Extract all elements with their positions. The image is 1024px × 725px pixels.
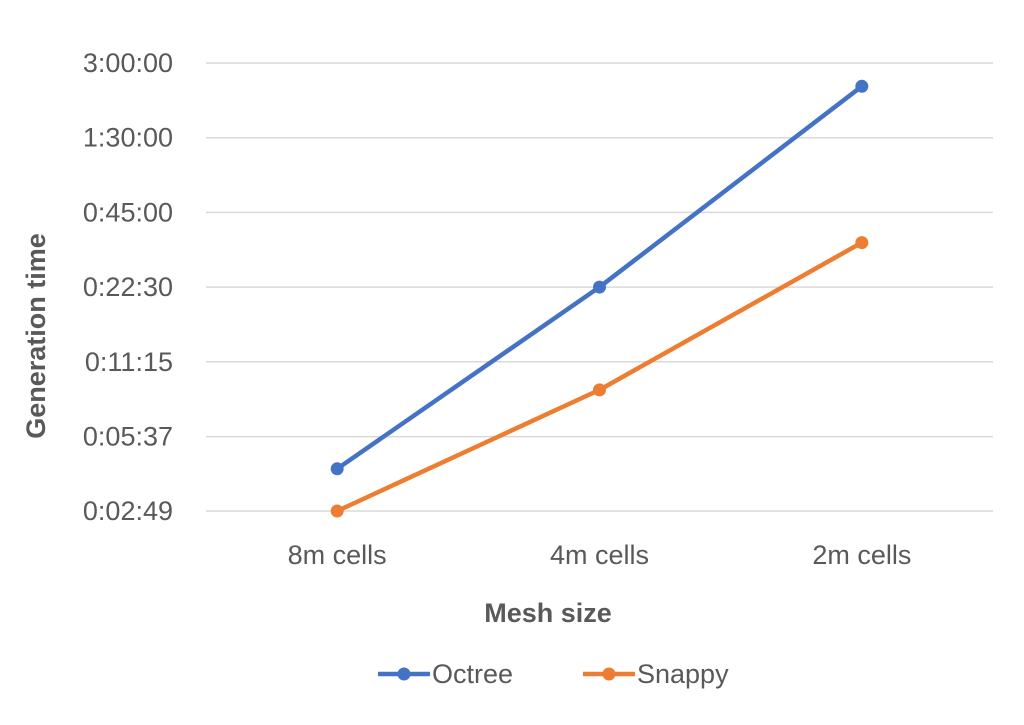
y-axis-title: Generation time — [21, 233, 51, 439]
data-point-octree — [855, 79, 869, 93]
data-point-snappy — [330, 504, 344, 518]
data-point-octree — [593, 280, 606, 294]
y-tick-label: 0:45:00 — [83, 197, 173, 227]
grid-lines — [206, 62, 993, 512]
x-tick-label: 4m cells — [550, 540, 649, 570]
y-axis-ticks: 0:02:49 0:05:37 0:11:15 0:22:30 0:45:00 1:30:… — [83, 48, 173, 526]
x-tick-label: 2m cells — [812, 540, 911, 570]
y-tick-label: 0:11:15 — [85, 347, 173, 377]
legend-label: Octree — [432, 659, 513, 689]
y-tick-label: 1:30:00 — [83, 123, 173, 153]
data-point-snappy — [855, 236, 869, 250]
legend-item-octree: Octree — [378, 659, 513, 689]
y-tick-label: 3:00:00 — [83, 48, 173, 78]
x-tick-label: 8m cells — [288, 540, 387, 570]
series-line-octree — [334, 84, 865, 472]
series-layer — [330, 79, 869, 518]
legend-item-snappy: Snappy — [583, 659, 729, 689]
legend-swatch-marker — [602, 667, 616, 681]
x-axis-title: Mesh size — [484, 598, 612, 628]
data-point-snappy — [593, 383, 606, 397]
x-axis-ticks: 8m cells 4m cells 2m cells — [288, 540, 912, 570]
y-tick-label: 0:05:37 — [83, 422, 173, 452]
y-tick-label: 0:02:49 — [83, 496, 173, 526]
y-tick-label: 0:22:30 — [83, 272, 173, 302]
legend: Octree Snappy — [378, 659, 729, 689]
data-point-octree — [330, 462, 344, 476]
legend-swatch-marker — [397, 667, 411, 681]
legend-label: Snappy — [637, 659, 729, 689]
